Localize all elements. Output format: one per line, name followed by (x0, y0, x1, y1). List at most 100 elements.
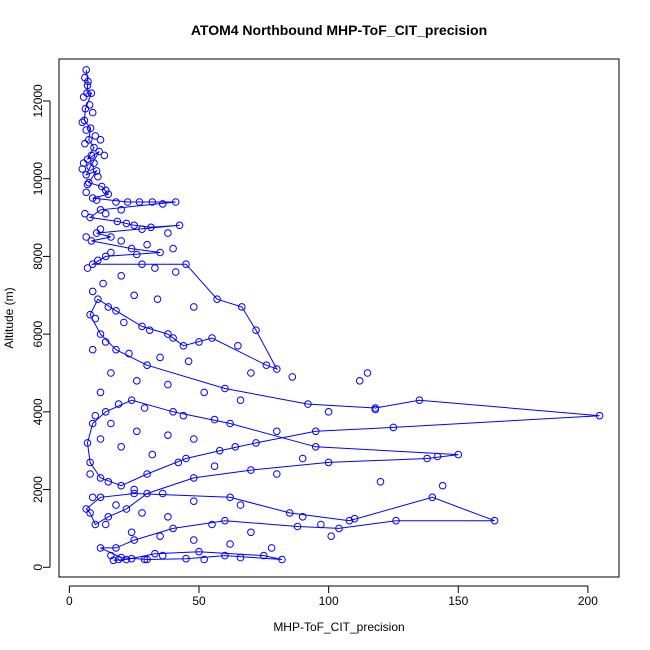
data-point (273, 470, 281, 478)
y-axis-label: Altitude (m) (2, 287, 16, 348)
data-point (82, 505, 90, 513)
data-point (96, 493, 105, 502)
data-point (174, 458, 183, 467)
data-point (91, 132, 100, 140)
data-point (87, 89, 96, 97)
data-point (415, 396, 424, 405)
data-point (324, 408, 333, 416)
data-point (96, 225, 105, 233)
data-point (236, 553, 245, 562)
data-point (234, 342, 242, 350)
data-point (88, 419, 97, 428)
data-point (96, 206, 105, 214)
data-point (107, 233, 115, 241)
data-point (130, 221, 138, 230)
data-point (88, 108, 97, 117)
data-point (182, 454, 190, 463)
data-point (285, 509, 294, 517)
data-point (317, 520, 325, 529)
x-axis-label: MHP-ToF_CIT_precision (273, 620, 404, 634)
data-point (210, 415, 219, 424)
data-point (92, 229, 101, 237)
data-point (123, 198, 132, 206)
data-point (82, 171, 90, 179)
data-point (90, 159, 98, 167)
series-layer (83, 69, 600, 561)
data-point (236, 396, 245, 405)
data-point (158, 551, 167, 560)
data-point (138, 260, 146, 269)
data-point (389, 423, 398, 432)
data-point (133, 427, 141, 436)
y-tick-label: 2000 (31, 476, 45, 503)
data-point (195, 547, 203, 556)
data-point (171, 268, 180, 276)
data-point (148, 450, 157, 459)
data-point (169, 408, 177, 416)
data-point (345, 516, 354, 525)
data-point (79, 93, 88, 101)
data-point (104, 303, 113, 311)
data-point (101, 338, 110, 346)
data-point (164, 513, 172, 521)
data-point (82, 126, 90, 134)
data-point (208, 520, 216, 529)
data-point (99, 279, 107, 288)
data-point (143, 470, 151, 478)
data-point (238, 303, 246, 311)
data-point (153, 295, 162, 304)
data-point (371, 405, 380, 414)
data-point (82, 233, 90, 241)
data-point (122, 555, 131, 564)
data-point (335, 524, 343, 533)
data-point (151, 264, 159, 272)
data-point (130, 291, 138, 300)
data-point (151, 549, 159, 558)
data-point (288, 373, 297, 381)
data-point (101, 209, 110, 218)
data-point (210, 462, 219, 471)
data-point (164, 431, 172, 440)
x-tick-label: 0 (66, 594, 73, 608)
y-tick-label: 4000 (31, 398, 45, 425)
data-point (117, 206, 125, 214)
series-line (83, 69, 600, 561)
data-point (311, 427, 320, 436)
chart-title: ATOM4 Northbound MHP-ToF_CIT_precision (191, 22, 487, 38)
data-point (112, 345, 120, 354)
data-point (376, 478, 385, 486)
data-point (195, 338, 203, 346)
x-tick-label: 200 (578, 594, 598, 608)
data-point (215, 446, 224, 455)
y-tick-label: 10000 (31, 162, 45, 196)
data-point (221, 551, 229, 560)
data-point (130, 485, 138, 494)
data-point (117, 272, 125, 280)
data-point (112, 544, 120, 552)
data-point (226, 540, 234, 548)
data-point (490, 516, 499, 525)
data-point (190, 435, 198, 443)
data-point (355, 377, 364, 385)
data-point (114, 400, 123, 408)
data-point (267, 544, 276, 552)
data-point (273, 427, 281, 436)
data-point (184, 357, 193, 366)
data-point (117, 237, 125, 245)
data-point (107, 248, 115, 257)
data-point (78, 165, 87, 173)
data-point (86, 213, 94, 222)
data-point (350, 514, 359, 523)
data-point (278, 555, 286, 564)
data-point (104, 190, 113, 198)
data-point (260, 551, 268, 560)
data-point (156, 353, 164, 362)
data-point (179, 411, 188, 420)
plot-frame (58, 58, 620, 578)
data-point (135, 198, 144, 206)
y-axis: 0 2000 4000 6000 8000 10000 12000 (31, 84, 51, 571)
data-point (262, 361, 271, 370)
data-point (143, 240, 151, 249)
